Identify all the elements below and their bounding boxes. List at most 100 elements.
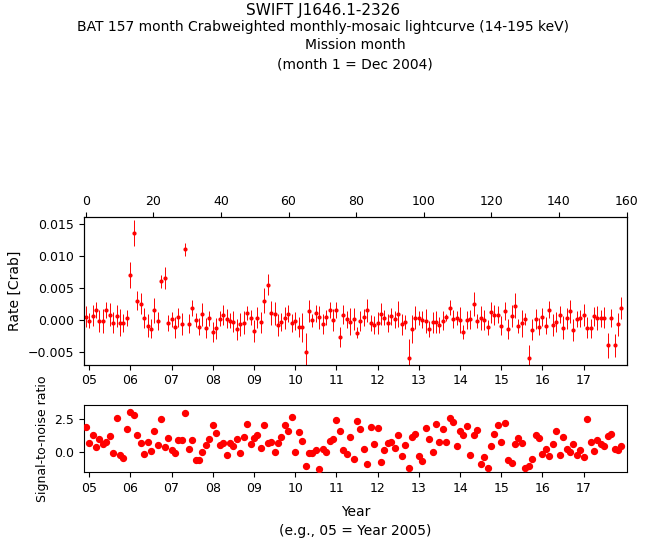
- Text: BAT 157 month Crabweighted monthly-mosaic lightcurve (14-195 keV): BAT 157 month Crabweighted monthly-mosai…: [77, 20, 569, 34]
- Point: [183, 444, 194, 453]
- Point: [527, 454, 537, 463]
- Point: [496, 438, 506, 446]
- Point: [283, 427, 293, 435]
- Point: [534, 434, 544, 443]
- Point: [592, 436, 603, 445]
- Point: [616, 442, 627, 451]
- Point: [352, 416, 362, 425]
- Point: [311, 446, 321, 454]
- Point: [548, 439, 558, 448]
- Point: [167, 445, 177, 454]
- Point: [136, 439, 146, 447]
- Point: [421, 423, 431, 432]
- Point: [407, 432, 417, 441]
- Point: [613, 445, 623, 454]
- Point: [132, 431, 142, 440]
- Point: [105, 431, 115, 440]
- Point: [413, 452, 424, 461]
- Point: [214, 440, 225, 449]
- Point: [517, 439, 527, 447]
- Text: SWIFT J1646.1-2326: SWIFT J1646.1-2326: [246, 3, 400, 18]
- Point: [558, 432, 568, 441]
- Point: [317, 445, 328, 453]
- Point: [242, 420, 253, 429]
- Point: [585, 438, 596, 447]
- Point: [572, 451, 582, 460]
- Text: Mission month: Mission month: [305, 38, 406, 52]
- Point: [187, 436, 197, 445]
- Point: [589, 447, 599, 456]
- Point: [448, 418, 459, 426]
- Point: [152, 440, 163, 449]
- Point: [235, 449, 245, 457]
- Point: [493, 420, 503, 429]
- Point: [290, 448, 300, 457]
- Point: [304, 449, 314, 457]
- Point: [314, 464, 324, 473]
- Point: [293, 428, 304, 437]
- Point: [479, 453, 489, 462]
- Text: (month 1 = Dec 2004): (month 1 = Dec 2004): [277, 57, 433, 71]
- Point: [390, 444, 400, 453]
- Point: [173, 435, 183, 444]
- Point: [232, 435, 242, 444]
- Point: [342, 450, 352, 458]
- Point: [139, 450, 149, 458]
- Point: [112, 413, 122, 422]
- Point: [554, 451, 565, 459]
- Point: [160, 443, 170, 451]
- Point: [510, 439, 520, 448]
- Point: [397, 451, 407, 460]
- Point: [362, 459, 373, 468]
- Point: [222, 451, 232, 459]
- Y-axis label: Signal-to-noise ratio: Signal-to-noise ratio: [36, 376, 48, 502]
- Point: [503, 455, 514, 464]
- Point: [603, 431, 613, 440]
- Point: [452, 441, 462, 450]
- Point: [475, 460, 486, 469]
- Point: [331, 416, 342, 425]
- Point: [142, 438, 152, 446]
- Point: [506, 459, 517, 468]
- Point: [328, 434, 338, 443]
- Point: [156, 414, 167, 423]
- Point: [400, 440, 410, 449]
- Text: (e.g., 05 = Year 2005): (e.g., 05 = Year 2005): [279, 524, 432, 538]
- Point: [335, 427, 345, 436]
- Point: [489, 430, 499, 439]
- Point: [300, 462, 311, 470]
- Point: [84, 438, 94, 447]
- Point: [345, 433, 355, 441]
- Point: [163, 434, 173, 443]
- Point: [324, 437, 335, 445]
- Point: [417, 457, 428, 466]
- Point: [609, 445, 620, 453]
- Point: [366, 422, 376, 431]
- Point: [431, 420, 441, 428]
- Point: [207, 421, 218, 430]
- Point: [266, 438, 276, 446]
- Point: [129, 411, 139, 419]
- Point: [118, 453, 129, 462]
- Point: [359, 444, 369, 453]
- Point: [94, 434, 105, 443]
- Point: [393, 431, 403, 440]
- Point: [575, 445, 585, 454]
- Point: [149, 427, 160, 435]
- Point: [307, 449, 318, 457]
- Point: [444, 414, 455, 422]
- Point: [458, 431, 468, 439]
- Point: [520, 464, 530, 472]
- Point: [373, 424, 383, 432]
- Point: [191, 456, 201, 465]
- Point: [256, 444, 266, 452]
- Point: [441, 438, 452, 446]
- Point: [204, 435, 214, 444]
- Point: [530, 431, 541, 439]
- Point: [338, 446, 348, 454]
- Point: [245, 440, 256, 449]
- Point: [259, 421, 269, 430]
- Point: [194, 456, 204, 464]
- Point: [276, 433, 287, 441]
- Point: [483, 463, 493, 472]
